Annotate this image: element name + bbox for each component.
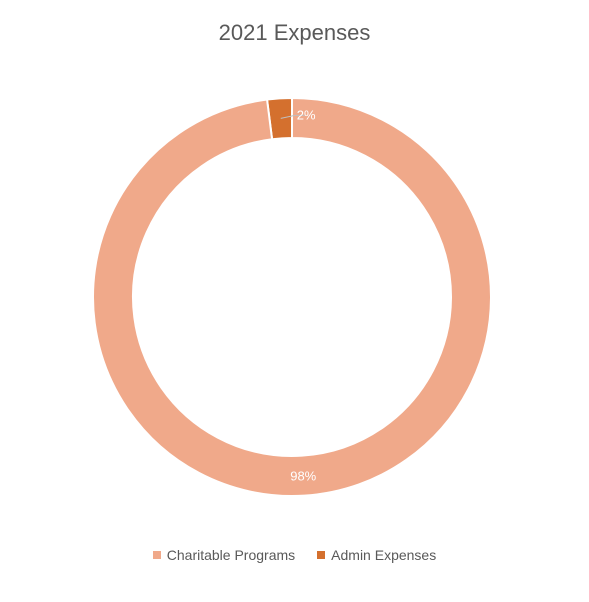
legend: Charitable Programs Admin Expenses xyxy=(0,547,589,563)
legend-swatch-charitable-programs xyxy=(152,551,161,559)
data-label-admin-expenses: 2% xyxy=(297,107,316,122)
donut-labels: 2% 98% xyxy=(280,107,317,484)
legend-label-charitable-programs: Charitable Programs xyxy=(166,547,296,563)
legend-swatch-admin-expenses xyxy=(317,551,326,559)
chart-title: 2021 Expenses xyxy=(218,20,371,45)
slice-charitable-programs[interactable] xyxy=(92,96,492,497)
donut-slices xyxy=(92,96,492,497)
leader-line-admin-expenses xyxy=(280,114,305,119)
legend-item-admin-expenses[interactable]: Admin Expenses xyxy=(317,547,436,563)
legend-item-charitable-programs[interactable]: Charitable Programs xyxy=(152,547,296,563)
data-label-charitable-programs: 98% xyxy=(290,469,316,484)
legend-label-admin-expenses: Admin Expenses xyxy=(331,547,437,563)
